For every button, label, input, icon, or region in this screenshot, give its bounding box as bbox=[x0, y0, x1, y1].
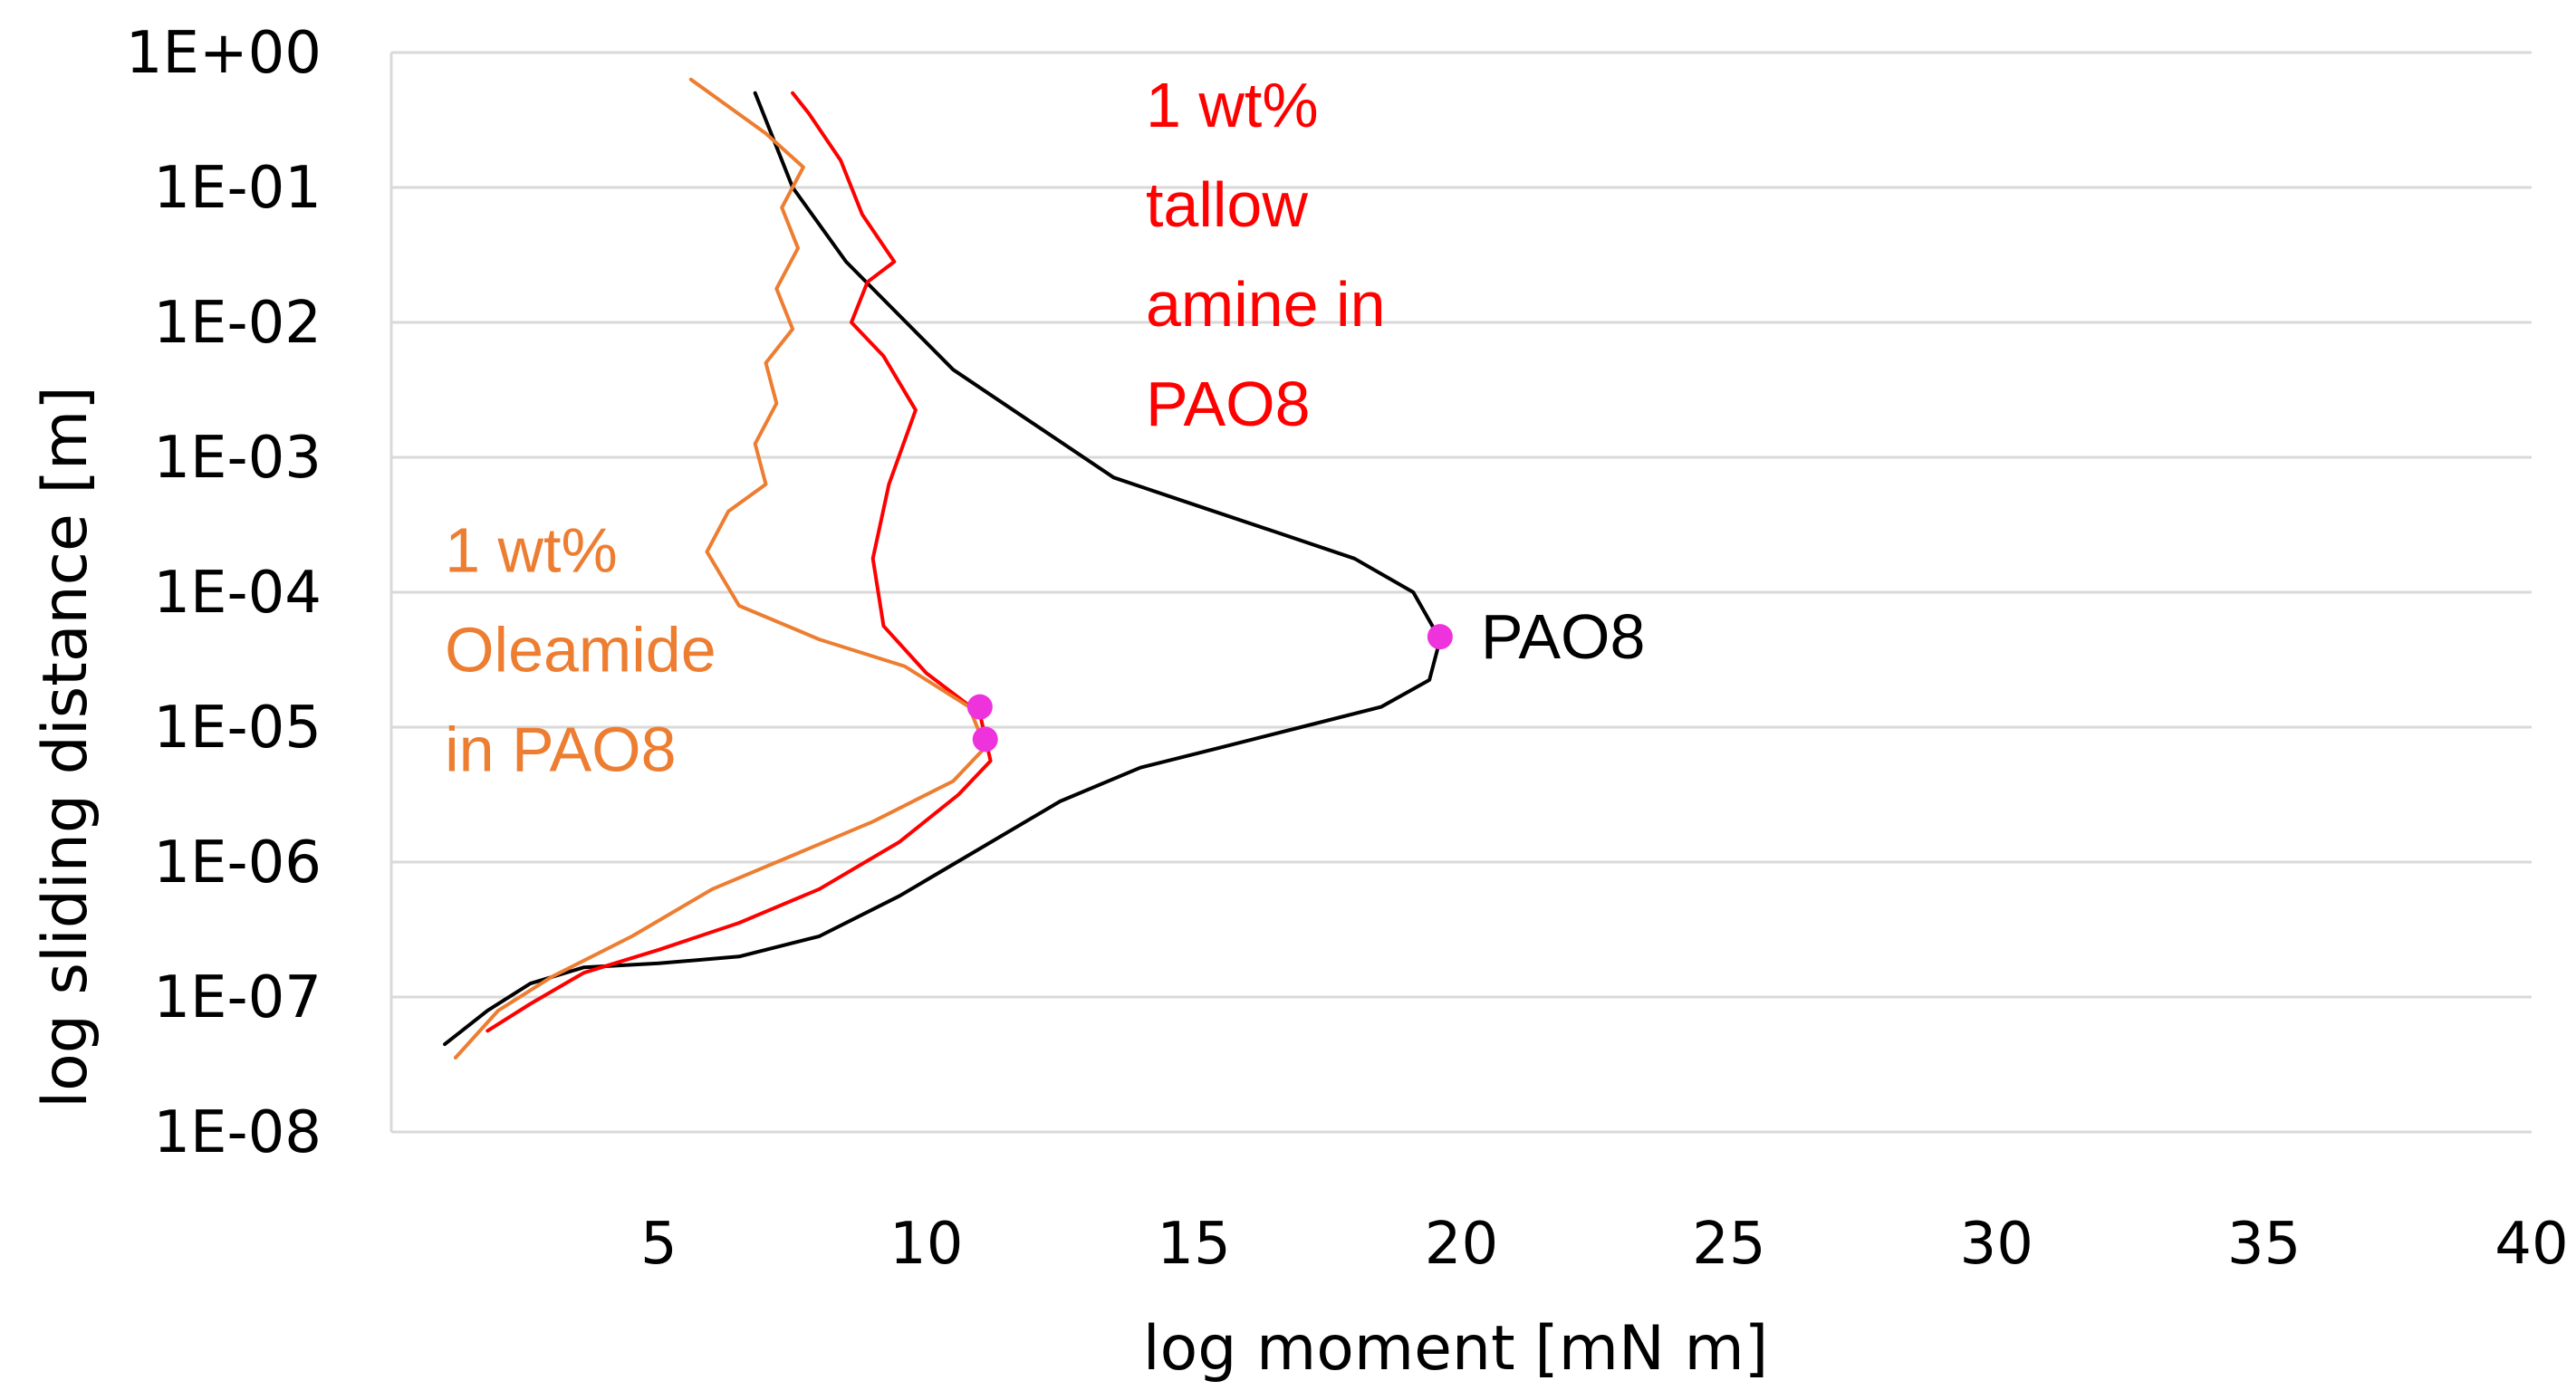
y-tick-label: 1E-08 bbox=[153, 1099, 322, 1166]
x-tick-labels: 5 10 15 20 25 30 35 40 bbox=[640, 1211, 2569, 1278]
x-tick-label: 15 bbox=[1157, 1211, 1230, 1278]
x-tick-label: 5 bbox=[640, 1211, 678, 1278]
y-tick-label: 1E-07 bbox=[153, 964, 322, 1031]
x-tick-label: 20 bbox=[1425, 1211, 1498, 1278]
y-tick-label: 1E-04 bbox=[153, 560, 322, 627]
y-axis-title: log sliding distance [m] bbox=[30, 386, 101, 1108]
y-tick-label: 1E+00 bbox=[126, 20, 322, 87]
x-axis-title: log moment [mN m] bbox=[1143, 1313, 1769, 1385]
x-tick-label: 25 bbox=[1692, 1211, 1765, 1278]
annotation-line: Oleamide bbox=[445, 615, 716, 686]
series-line-pao8 bbox=[443, 91, 1442, 1047]
series-lines bbox=[443, 77, 1442, 1060]
annotation-line: amine in bbox=[1146, 269, 1386, 340]
annotation-line: 1 wt% bbox=[1146, 70, 1319, 140]
x-tick-label: 10 bbox=[889, 1211, 963, 1278]
y-tick-labels: 1E+00 1E-01 1E-02 1E-03 1E-04 1E-05 1E-06 1E-07… bbox=[126, 20, 322, 1166]
y-tick-label: 1E-03 bbox=[153, 425, 322, 492]
annotation-line: in PAO8 bbox=[445, 714, 677, 785]
gridlines bbox=[391, 51, 2532, 999]
axes bbox=[389, 53, 2532, 1134]
data-markers: PAO8 bbox=[966, 601, 1646, 753]
series-line-1-wt-oleamide-in-pao8 bbox=[453, 77, 987, 1060]
x-tick-label: 35 bbox=[2227, 1211, 2301, 1278]
marker-label: PAO8 bbox=[1481, 601, 1646, 672]
data-marker bbox=[966, 694, 993, 720]
data-marker bbox=[972, 726, 998, 753]
annotation-line: tallow bbox=[1146, 169, 1308, 240]
data-marker bbox=[1427, 624, 1453, 650]
y-tick-label: 1E-05 bbox=[153, 695, 322, 762]
x-tick-label: 40 bbox=[2494, 1211, 2568, 1278]
annotations: 1 wt% tallow amine in PAO8 1 wt% Oleamide in P… bbox=[445, 70, 1385, 785]
y-tick-label: 1E-06 bbox=[153, 829, 322, 897]
y-tick-label: 1E-02 bbox=[153, 290, 322, 357]
x-tick-label: 30 bbox=[1960, 1211, 2033, 1278]
y-tick-label: 1E-01 bbox=[153, 155, 322, 222]
series-line-1-wt-tallow-amine-in-pao8 bbox=[485, 91, 993, 1033]
annotation-line: PAO8 bbox=[1146, 369, 1311, 439]
annotation-line: 1 wt% bbox=[445, 515, 618, 586]
